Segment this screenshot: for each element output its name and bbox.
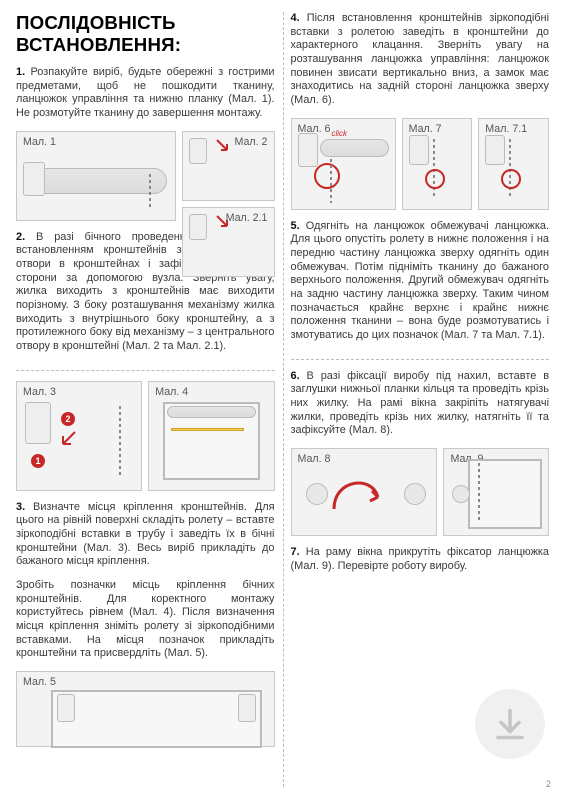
step-4-text: 4. Після встановлення кронштейнів зіркоп… [291,12,550,108]
figure-5: Мал. 5 [16,671,275,747]
figure-7-1-label: Мал. 7.1 [485,123,527,135]
figure-2: Мал. 2 [182,131,275,201]
right-column: 4. Після встановлення кронштейнів зіркоп… [291,12,550,787]
figure-7: Мал. 7 [402,118,473,210]
figure-9: Мал. 9 [443,448,549,536]
figure-1: Мал. 1 [16,131,176,221]
step-3-text: 3. Визначте місця кріплення кронштейнів.… [16,501,275,569]
figure-row-1: Мал. 1 Мал. 2 Мал. 2.1 [16,131,275,221]
instruction-page: ПОСЛІДОВНІСТЬ ВСТАНОВЛЕННЯ: 1. Розпакуйт… [0,0,565,799]
figure-row-2: Мал. 3 2 1 Мал. 4 [16,381,275,491]
step-1-text: 1. Розпакуйте виріб, будьте обережні з г… [16,66,275,121]
section-divider-right [291,359,550,360]
figure-8: Мал. 8 [291,448,438,536]
step-7-num: 7. [291,546,300,558]
step-6-body: В разі фіксації виробу під нахил, вставт… [291,370,550,437]
step-2-num: 2. [16,231,25,243]
section-divider-left [16,370,275,371]
figure-3: Мал. 3 2 1 [16,381,142,491]
step-1-num: 1. [16,66,25,78]
figure-4-label: Мал. 4 [155,386,188,398]
click-label: click [332,129,348,138]
step-3-num: 3. [16,501,25,513]
step-1-body: Розпакуйте виріб, будьте обережні з гост… [16,66,275,119]
figure-3-label: Мал. 3 [23,386,56,398]
step-5-body: Одягніть на ланцюжок обмежувачі ланцюжка… [291,220,550,341]
figure-5-label: Мал. 5 [23,676,56,688]
step-5-text: 5. Одягніть на ланцюжок обмежувачі ланцю… [291,220,550,343]
figure-2-1: Мал. 2.1 [182,207,275,277]
step-3-body: Визначте місця кріплення кронштейнів. Дл… [16,501,275,568]
page-number: 2 [546,779,551,789]
figure-row-3: Мал. 5 [16,671,275,747]
figure-7-label: Мал. 7 [409,123,442,135]
column-divider [283,12,284,787]
step-3b-text: Зробіть позначки місць кріплення бічних … [16,579,275,661]
figure-6: Мал. 6 click [291,118,396,210]
figure-7-1: Мал. 7.1 [478,118,549,210]
figure-8-label: Мал. 8 [298,453,331,465]
step-4-body: Після встановлення кронштейнів зіркоподі… [291,12,550,106]
left-column: ПОСЛІДОВНІСТЬ ВСТАНОВЛЕННЯ: 1. Розпакуйт… [16,12,275,787]
step-6-num: 6. [291,370,300,382]
page-title: ПОСЛІДОВНІСТЬ ВСТАНОВЛЕННЯ: [16,12,275,56]
step-5-num: 5. [291,220,300,232]
step-7-body: На раму вікна прикрутіть фіксатор ланцюж… [291,546,550,572]
step-6-text: 6. В разі фіксації виробу під нахил, вст… [291,370,550,438]
step-7-text: 7. На раму вікна прикрутіть фіксатор лан… [291,546,550,573]
figure-4: Мал. 4 [148,381,274,491]
figure-row-4: Мал. 6 click Мал. 7 Мал. 7.1 [291,118,550,210]
figure-1-label: Мал. 1 [23,136,56,148]
figure-row-5: Мал. 8 Мал. 9 [291,448,550,536]
step-4-num: 4. [291,12,300,24]
step-3b-body: Зробіть позначки місць кріплення бічних … [16,579,275,659]
figure-2-label: Мал. 2 [235,136,268,148]
